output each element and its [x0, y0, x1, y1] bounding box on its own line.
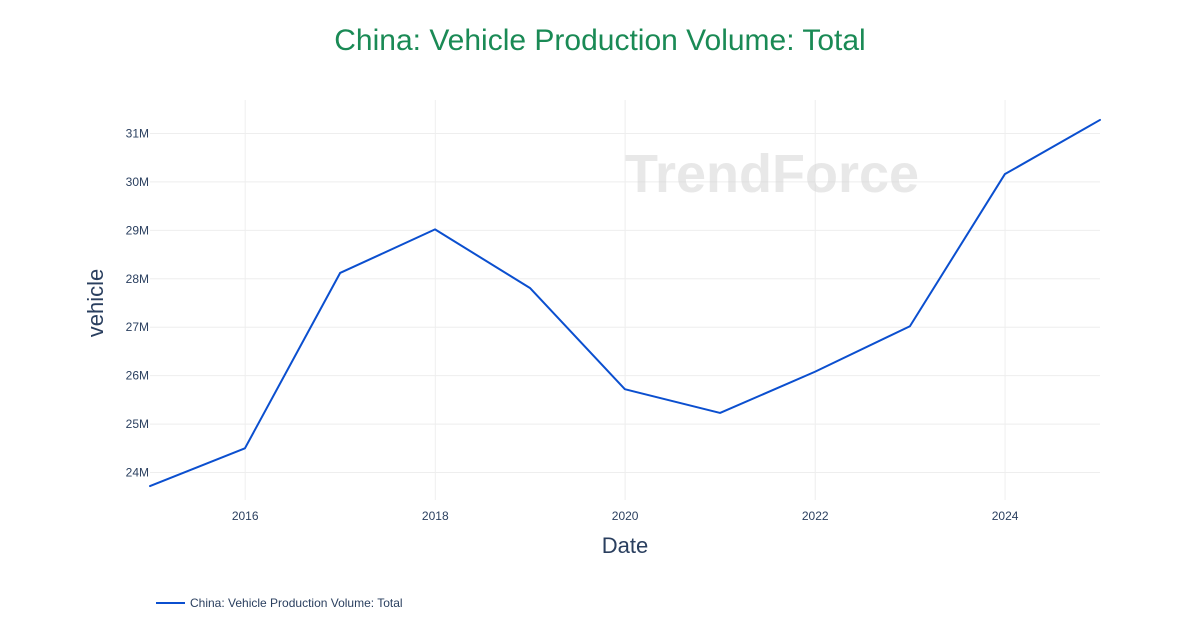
y-tick-label: 29M [126, 223, 149, 237]
x-axis-title: Date [602, 533, 648, 558]
y-tick-label: 27M [126, 320, 149, 334]
watermark-logo: TrendForce [625, 144, 919, 204]
x-tick-label: 2020 [612, 509, 639, 523]
x-tick-label: 2018 [422, 509, 449, 523]
y-tick-label: 28M [126, 272, 149, 286]
y-grid-lines [150, 133, 1100, 473]
x-tick-label: 2024 [992, 509, 1019, 523]
x-axis-ticks: 2016 2018 2020 2022 2024 [232, 509, 1019, 523]
legend[interactable]: China: Vehicle Production Volume: Total [156, 596, 403, 610]
x-tick-label: 2022 [802, 509, 829, 523]
y-tick-label: 31M [126, 127, 149, 141]
y-tick-label: 30M [126, 175, 149, 189]
y-tick-label: 26M [126, 369, 149, 383]
chart-title: China: Vehicle Production Volume: Total [334, 24, 865, 57]
y-axis-title: vehicle [83, 269, 108, 337]
y-tick-label: 25M [126, 417, 149, 431]
plot-area: TrendForce [149, 100, 1101, 500]
series-line [149, 118, 1101, 488]
y-axis-ticks: 24M 25M 26M 27M 28M 29M 30M 31M [126, 127, 149, 480]
x-grid-lines [244, 100, 1006, 500]
legend-label: China: Vehicle Production Volume: Total [190, 596, 403, 610]
x-tick-label: 2016 [232, 509, 259, 523]
y-tick-label: 24M [126, 466, 149, 480]
